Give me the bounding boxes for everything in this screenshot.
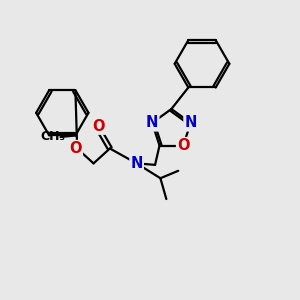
- Text: O: O: [69, 141, 82, 156]
- Text: N: N: [184, 116, 197, 130]
- Text: N: N: [146, 116, 158, 130]
- Text: N: N: [130, 156, 143, 171]
- Text: CH₃: CH₃: [40, 130, 66, 143]
- Text: O: O: [93, 119, 105, 134]
- Text: O: O: [177, 138, 190, 153]
